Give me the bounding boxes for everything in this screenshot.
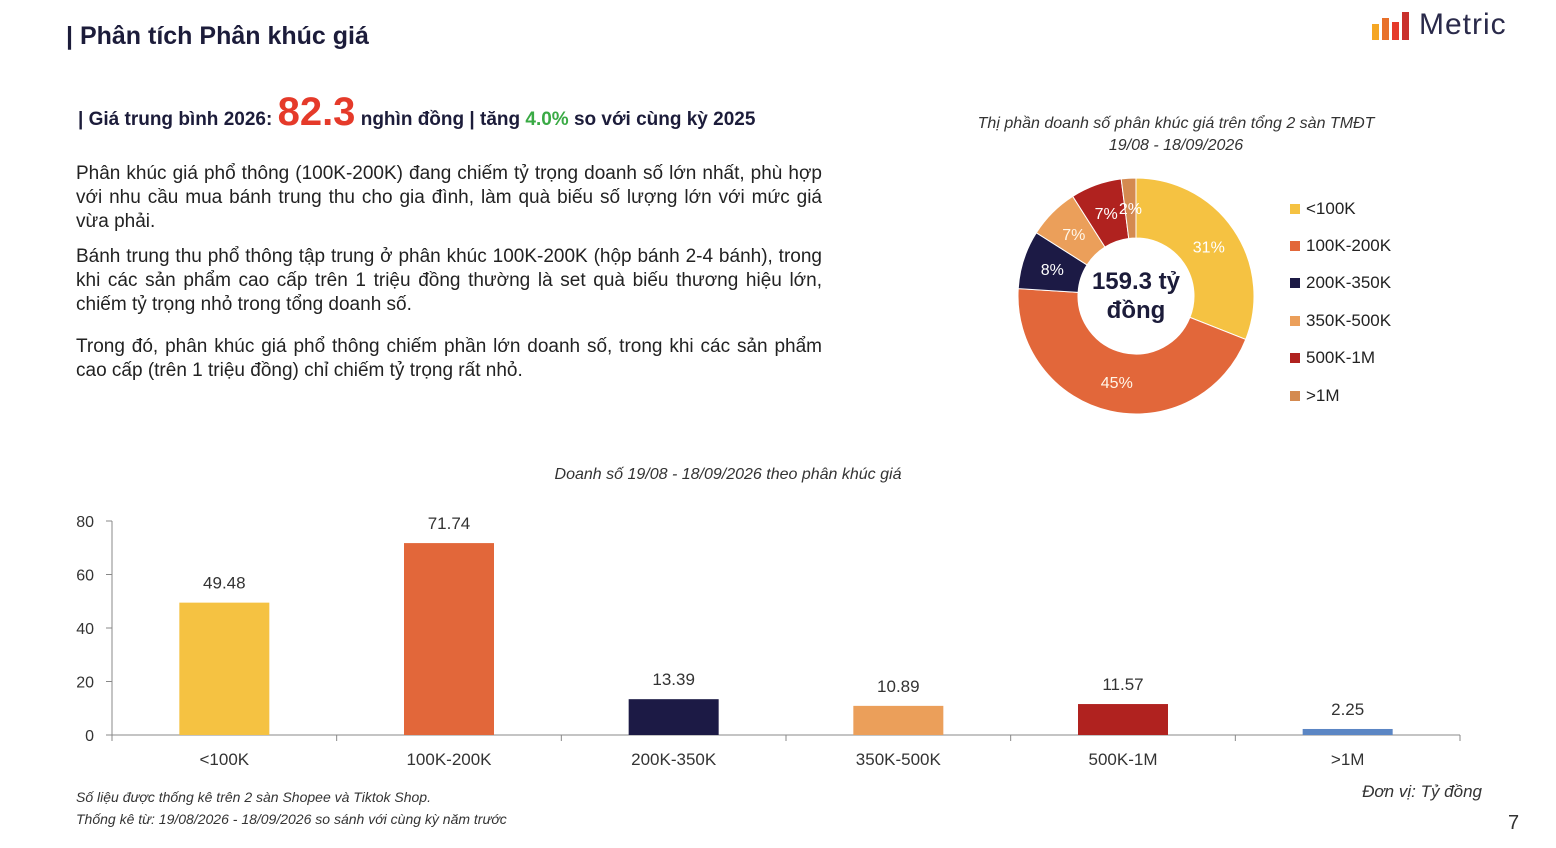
y-tick-label: 40: [76, 621, 94, 638]
legend-swatch: [1290, 390, 1300, 401]
logo-bar: [1402, 12, 1409, 40]
legend-label: >1M: [1306, 385, 1340, 405]
bar: [404, 543, 494, 735]
legend-swatch: [1290, 203, 1300, 214]
unit-note: Đơn vị: Tỷ đồng: [1362, 782, 1482, 801]
paragraph-2: Bánh trung thu phổ thông tập trung ở phâ…: [76, 246, 822, 315]
bar-value-label: 10.89: [877, 677, 920, 696]
legend-label: <100K: [1306, 198, 1356, 218]
legend-label: 100K-200K: [1306, 236, 1392, 256]
headline-unit: nghìn đồng | tăng: [360, 109, 521, 130]
logo-bar: [1372, 24, 1379, 40]
page-title: | Phân tích Phân khúc giá: [66, 22, 369, 50]
bar-value-label: 11.57: [1102, 675, 1143, 694]
legend-label: 200K-350K: [1306, 273, 1392, 293]
page-number: 7: [1508, 812, 1520, 834]
headline-suffix: so với cùng kỳ 2025: [573, 109, 756, 130]
legend-item: <100K: [1290, 190, 1391, 227]
x-tick-label: 350K-500K: [856, 750, 942, 769]
pie-chart-title: Thị phần doanh số phân khúc giá trên tổn…: [977, 115, 1375, 132]
paragraph-1: Phân khúc giá phổ thông (100K-200K) đang…: [76, 163, 822, 232]
pie-chart-title-block: Thị phần doanh số phân khúc giá trên tổn…: [946, 113, 1406, 157]
bar: [628, 699, 719, 735]
legend-label: 500K-1M: [1306, 348, 1375, 368]
x-tick-label: 100K-200K: [406, 750, 492, 769]
legend-swatch: [1290, 353, 1300, 364]
donut-slice-label: 7%: [1062, 227, 1085, 244]
legend-swatch: [1290, 315, 1300, 326]
y-tick-label: 20: [76, 675, 94, 692]
donut-center-label-line1: 159.3 tỷ: [1092, 268, 1181, 295]
pie-legend: <100K 100K-200K 200K-350K 350K-500K 500K-1M >…: [1290, 190, 1391, 414]
x-tick-label: >1M: [1331, 750, 1365, 769]
logo-text: Metric: [1419, 8, 1507, 41]
donut-slice-label: 8%: [1041, 262, 1064, 279]
avg-price-value: 82.3: [277, 90, 356, 134]
legend-swatch: [1290, 278, 1300, 289]
bar: [179, 602, 270, 735]
donut-slice-label: 31%: [1193, 240, 1225, 257]
legend-swatch: [1290, 241, 1300, 252]
y-tick-label: 80: [76, 514, 94, 531]
bar-chart-title: Doanh số 19/08 - 18/09/2026 theo phân kh…: [554, 466, 902, 483]
bar-value-label: 49.48: [203, 574, 246, 593]
legend-item: >1M: [1290, 377, 1391, 414]
bar-chart: 0 20 40 60 80 49.48 <100K 71.74 100K-200K 13.39 2…: [76, 514, 1461, 769]
avg-price-headline: | Giá trung bình 2026: 82.3 nghìn đồng |…: [78, 90, 755, 135]
legend-item: 100K-200K: [1290, 227, 1391, 264]
pie-chart-subtitle: 19/08 - 18/09/2026: [1108, 137, 1244, 154]
donut-slice: [1017, 288, 1247, 415]
headline-prefix: | Giá trung bình 2026:: [78, 109, 273, 130]
legend-label: 350K-500K: [1306, 310, 1392, 330]
donut-slice-label: 45%: [1101, 375, 1133, 392]
paragraph-3: Trong đó, phân khúc giá phổ thông chiếm …: [76, 336, 822, 381]
donut-center-label-line2: đồng: [1107, 297, 1166, 324]
source-note-2: Thống kê từ: 19/08/2026 - 18/09/2026 so …: [76, 811, 507, 827]
bar: [853, 705, 944, 735]
donut-slice-label: 2%: [1119, 201, 1142, 218]
donut-chart: 31%45%8%7%7% 2% 159.3 tỷ đồng: [1017, 177, 1255, 415]
x-tick-label: 500K-1M: [1089, 750, 1158, 769]
bar-value-label: 71.74: [428, 514, 471, 533]
legend-item: 500K-1M: [1290, 340, 1391, 377]
logo-bar: [1392, 22, 1399, 40]
metric-logo: Metric: [1372, 8, 1507, 42]
bar: [1302, 728, 1393, 735]
donut-slice-label: 7%: [1095, 206, 1118, 223]
bar: [1078, 704, 1168, 735]
x-tick-label: <100K: [200, 750, 250, 769]
donut-slice: [1135, 177, 1255, 341]
source-note-1: Số liệu được thống kê trên 2 sàn Shopee …: [76, 789, 431, 805]
bar-chart-logo-icon: [1372, 10, 1409, 40]
x-tick-label: 200K-350K: [631, 750, 717, 769]
donut-slice: [1120, 177, 1137, 240]
growth-value: 4.0%: [525, 109, 569, 130]
legend-item: 200K-350K: [1290, 265, 1391, 302]
legend-item: 350K-500K: [1290, 302, 1391, 339]
y-tick-label: 60: [76, 568, 94, 585]
logo-bar: [1382, 18, 1389, 40]
bar-value-label: 13.39: [652, 670, 695, 689]
bar-value-label: 2.25: [1331, 700, 1364, 719]
y-tick-label: 0: [85, 728, 94, 745]
